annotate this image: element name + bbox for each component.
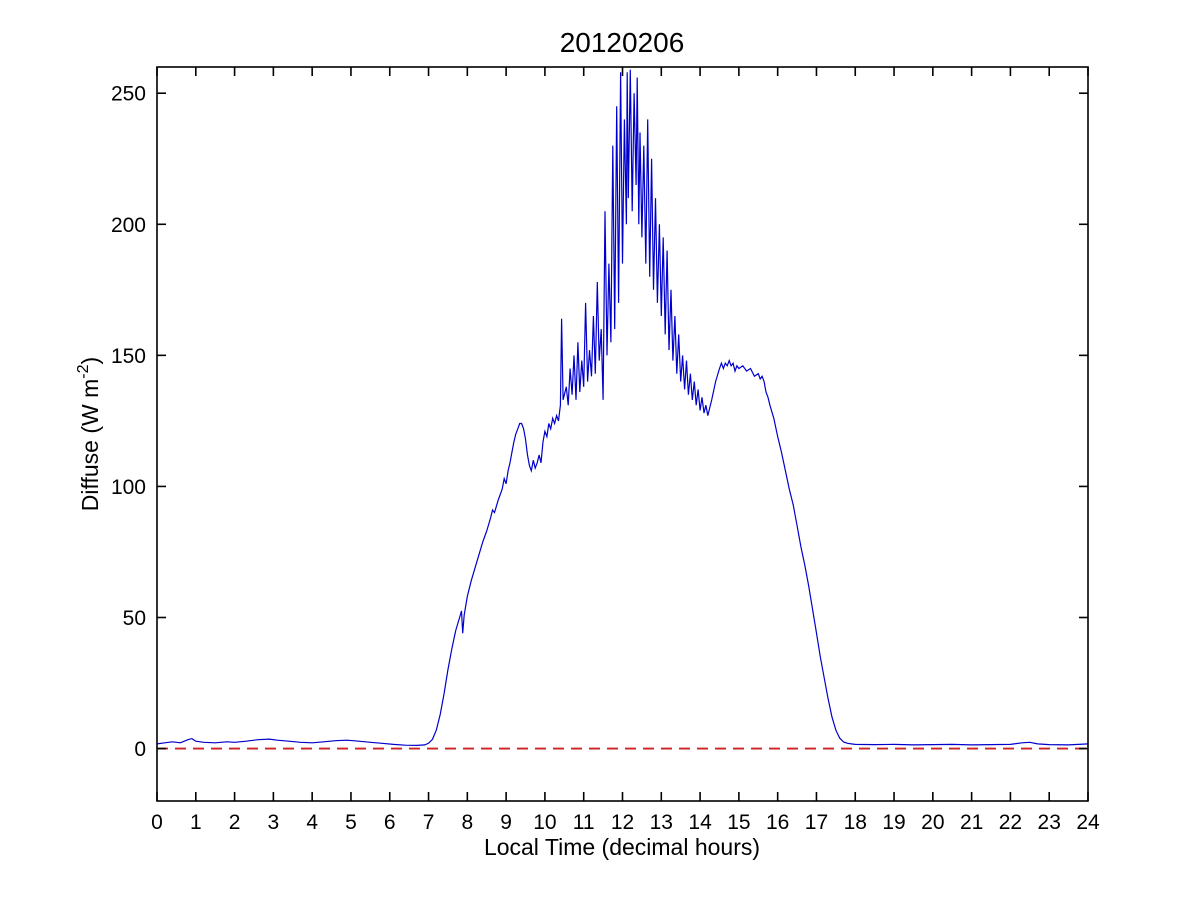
y-tick-label: 0	[134, 738, 146, 761]
x-tick-label: 17	[805, 811, 828, 834]
y-tick-label: 50	[123, 607, 146, 630]
x-tick-label: 7	[423, 811, 435, 834]
chart-title: 20120206	[560, 27, 685, 58]
x-tick-label: 10	[533, 811, 556, 834]
x-tick-label: 0	[151, 811, 163, 834]
data-line-diffuse	[157, 69, 1088, 747]
x-tick-label: 5	[345, 811, 357, 834]
x-tick-label: 9	[500, 811, 512, 834]
y-tick-label: 200	[111, 214, 146, 237]
x-tick-label: 18	[844, 811, 867, 834]
x-tick-label: 2	[229, 811, 241, 834]
x-tick-label: 20	[921, 811, 944, 834]
y-tick-label: 150	[111, 345, 146, 368]
x-tick-label: 14	[688, 811, 712, 834]
x-tick-label: 21	[960, 811, 983, 834]
x-tick-label: 1	[190, 811, 202, 834]
x-tick-label: 19	[882, 811, 905, 834]
x-tick-label: 12	[611, 811, 634, 834]
x-tick-label: 23	[1038, 811, 1061, 834]
x-tick-label: 24	[1076, 811, 1100, 834]
axes-box	[156, 66, 1089, 802]
x-axis-label: Local Time (decimal hours)	[484, 834, 760, 860]
x-tick-label: 8	[461, 811, 473, 834]
y-tick-label: 250	[111, 83, 146, 106]
y-axis-label: Diffuse (W m-2)	[74, 357, 103, 511]
x-tick-label: 15	[727, 811, 750, 834]
plot-area: 0 1 2 3 4 5 6 7 8 9 10 11 12 13 14 15 16 17 18 19 20 21 22 23 24…	[111, 66, 1100, 834]
x-tick-label: 16	[766, 811, 789, 834]
x-tick-label: 11	[573, 811, 595, 834]
x-tick-label: 3	[268, 811, 280, 834]
x-tick-label: 4	[306, 811, 318, 834]
x-tick-label: 22	[999, 811, 1022, 834]
y-tick-label: 100	[111, 476, 146, 499]
x-tick-label: 6	[384, 811, 396, 834]
x-tick-label: 13	[650, 811, 673, 834]
